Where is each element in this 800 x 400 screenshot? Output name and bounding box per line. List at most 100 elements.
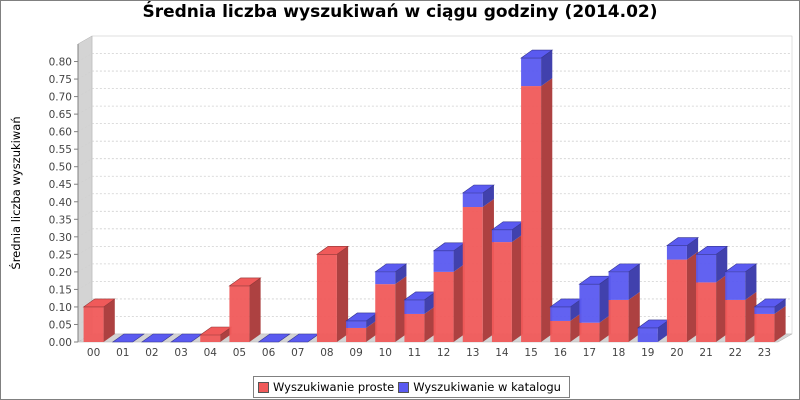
bar-front-catalog	[608, 271, 629, 300]
x-tick-label: 15	[524, 347, 537, 359]
y-tick-label: 0.30	[49, 232, 72, 244]
y-tick-label: 0.00	[49, 337, 72, 349]
bar-top	[724, 263, 758, 273]
y-tick-label: 0.70	[49, 92, 72, 104]
bar-front-catalog	[375, 271, 396, 285]
x-tick-label: 01	[116, 347, 129, 359]
y-tick-label: 0.80	[49, 57, 72, 69]
bar-side-simple	[366, 319, 378, 342]
x-tick-label: 04	[204, 347, 218, 359]
bar-side-catalog	[366, 312, 378, 328]
x-tick-label: 13	[466, 347, 479, 359]
legend-swatch-catalog	[398, 381, 410, 393]
bar-front-catalog	[696, 254, 717, 283]
y-tick-label: 0.25	[49, 249, 72, 261]
x-tick-label: 21	[699, 347, 712, 359]
bar-side-simple	[395, 276, 407, 342]
x-tick-label: 16	[554, 347, 568, 359]
grid-line	[77, 193, 792, 203]
x-tick-label: 10	[379, 347, 392, 359]
bar-top	[257, 333, 291, 343]
bar-front-simple	[433, 271, 454, 342]
x-tick-label: 12	[437, 347, 450, 359]
bar-front-catalog	[579, 284, 600, 323]
x-tick-label: 11	[408, 347, 421, 359]
legend-swatch-simple	[258, 381, 269, 393]
bar-side-catalog	[424, 291, 436, 314]
bar-front-simple	[200, 334, 221, 342]
bar-side-simple	[745, 291, 757, 342]
grid-line	[77, 70, 792, 80]
chart-title: Średnia liczba wyszukiwań w ciągu godzin…	[142, 2, 658, 22]
x-tick-label: 18	[612, 347, 625, 359]
bar-top	[607, 263, 641, 273]
bar-front-simple	[404, 313, 425, 342]
grid-line	[77, 158, 792, 168]
bar-top	[82, 298, 116, 308]
bar-side-simple	[453, 263, 465, 342]
bar-side-catalog	[541, 50, 553, 87]
x-tick-label: 20	[670, 347, 683, 359]
grid-line	[77, 123, 792, 132]
x-tick-label: 17	[583, 347, 596, 359]
bar-side-catalog	[657, 319, 669, 342]
x-tick-label: 19	[641, 347, 654, 359]
grid-line	[77, 263, 792, 273]
bar-side-simple	[103, 298, 115, 342]
bar-front-catalog	[433, 250, 454, 272]
legend-label-simple: Wyszukiwanie proste	[273, 380, 395, 394]
bar-top	[520, 49, 554, 59]
bar-top	[228, 277, 262, 287]
bar-front-simple	[229, 285, 250, 342]
y-tick-label: 0.65	[49, 109, 72, 121]
y-tick-label: 0.05	[49, 319, 72, 331]
bar-side-catalog	[774, 298, 786, 314]
bar-front-catalog	[666, 245, 687, 260]
bar-front-simple	[608, 299, 629, 342]
legend-item-simple: Wyszukiwanie proste	[258, 380, 394, 394]
bar-side-catalog	[628, 263, 640, 300]
x-tick-label: 06	[262, 347, 276, 359]
bar-top	[111, 333, 145, 343]
bar-front-simple	[521, 86, 542, 342]
x-tick-label: 02	[145, 347, 158, 359]
x-tick-label: 23	[758, 347, 771, 359]
bar-front-simple	[346, 327, 367, 342]
x-tick-label: 05	[233, 347, 246, 359]
y-tick-label: 0.60	[49, 127, 72, 139]
bar-front-simple	[579, 322, 600, 342]
bar-top	[461, 184, 495, 194]
bar-front-catalog	[346, 320, 367, 328]
bar-front-catalog	[521, 58, 542, 87]
chart-legend: Wyszukiwanie proste Wyszukiwanie w katal…	[253, 376, 570, 398]
bar-front-simple	[696, 282, 717, 342]
bar-front-simple	[316, 254, 337, 342]
bar-front-catalog	[462, 193, 483, 208]
bar-front-simple	[462, 207, 483, 342]
grid-line	[77, 245, 792, 255]
grid-line	[77, 298, 792, 308]
grid-line	[77, 228, 792, 238]
x-tick-label: 09	[349, 347, 362, 359]
x-tick-label: 14	[495, 347, 509, 359]
legend-label-catalog: Wyszukiwanie w katalogu	[413, 380, 561, 394]
bar-front-catalog	[725, 271, 746, 300]
bar-side-catalog	[395, 263, 407, 285]
bar-side-simple	[220, 326, 232, 342]
bar-side-simple	[249, 277, 261, 342]
bar-side-simple	[570, 312, 582, 342]
bar-front-simple	[83, 306, 104, 342]
bar-front-catalog	[404, 299, 425, 314]
bar-front-simple	[666, 259, 687, 342]
bar-side-catalog	[686, 237, 699, 260]
bar-side-simple	[541, 78, 553, 342]
x-tick-label: 03	[174, 347, 187, 359]
bar-side-simple	[482, 199, 494, 342]
bar-top	[695, 246, 729, 255]
bar-side-catalog	[716, 246, 728, 283]
bar-front-catalog	[550, 306, 571, 321]
bar-top	[374, 263, 408, 273]
bar-side-simple	[774, 305, 786, 342]
bar-side-catalog	[482, 185, 494, 208]
